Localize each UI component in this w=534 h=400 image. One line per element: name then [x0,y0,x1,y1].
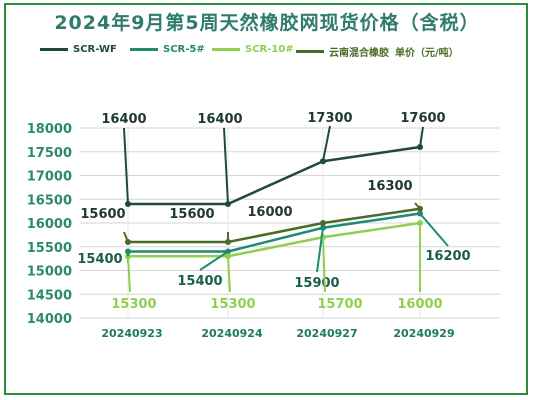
y-tick-label: 17000 [27,170,72,185]
leader-line [322,125,331,162]
y-tick-label: 17500 [27,146,72,161]
y-tick-label: 15500 [27,241,72,256]
legend-label: 云南混合橡胶 [329,48,389,59]
data-label: 15600 [80,207,125,222]
y-tick-label: 14000 [27,312,72,327]
leader-line [227,256,231,293]
legend-unit: 单价（元/吨） [395,48,459,59]
leader-line [123,127,129,205]
data-label: 15700 [317,297,362,312]
series-line [128,212,421,253]
data-label: 16400 [197,112,242,127]
data-label: 15400 [77,252,122,267]
legend-item-scr-wf: SCR-WF [40,44,117,55]
legend-item-scr-5: SCR-5# [130,44,205,55]
x-tick-label: 20240929 [393,327,454,340]
legend-item-scr-10: SCR-10# [212,44,294,55]
data-label: 15300 [210,297,255,312]
series-line [128,145,421,206]
y-tick-label: 16000 [27,217,72,232]
y-tick-label: 14500 [27,288,72,303]
leader-line [127,256,131,293]
chart-legend: SCR-WF SCR-5# SCR-10# 云南混合橡胶 单价（元/吨） [40,44,530,60]
x-tick-label: 20240927 [296,327,357,340]
leader-line [419,126,424,148]
data-label: 15600 [169,207,214,222]
y-tick-label: 16500 [27,193,72,208]
data-label: 15400 [177,274,222,289]
series-line [128,207,421,244]
legend-label: SCR-WF [73,44,117,55]
data-point [125,201,131,207]
y-tick-label: 18000 [27,122,72,137]
chart-title: 2024年9月第5周天然橡胶网现货价格（含税） [54,12,480,34]
y-tick-label: 15000 [27,265,72,280]
leader-line [223,127,229,205]
data-label: 15900 [294,276,339,291]
leader-line [316,227,324,273]
leader-line [414,202,421,210]
data-label: 16000 [397,297,442,312]
data-label: 17300 [307,111,352,126]
legend-label: SCR-5# [163,44,205,55]
legend-swatch [40,48,68,51]
leader-line [123,231,129,243]
legend-label: SCR-10# [245,44,294,55]
series-line [128,221,421,258]
data-label: 17600 [400,111,445,126]
legend-swatch [212,48,240,51]
leader-line [322,237,326,293]
data-label: 16200 [425,249,470,264]
leader-line [419,212,449,247]
data-label: 15300 [111,297,156,312]
data-label: 16400 [101,112,146,127]
data-label: 16300 [367,179,412,194]
legend-item-yunnan: 云南混合橡胶 单价（元/吨） [296,44,459,59]
x-tick-label: 20240923 [101,327,162,340]
leader-line [199,250,229,271]
data-label: 16000 [247,205,292,220]
x-tick-label: 20240924 [201,327,263,340]
leader-line [317,222,324,225]
legend-swatch [130,48,158,51]
legend-swatch [296,50,324,53]
